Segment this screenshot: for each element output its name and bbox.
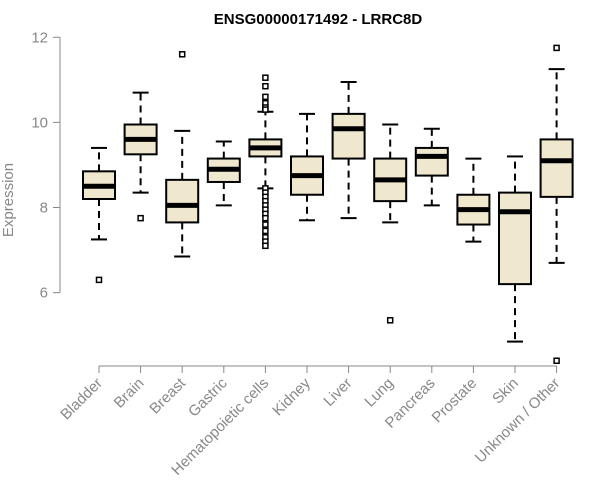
x-tick-label: Skin	[489, 375, 522, 408]
box-bladder	[82, 146, 116, 284]
x-tick-label: Bladder	[57, 375, 106, 424]
outlier-point	[137, 214, 144, 222]
outlier-point	[178, 51, 186, 58]
outlier-point	[262, 242, 269, 250]
outlier-point	[262, 82, 269, 90]
box-kidney	[290, 112, 324, 222]
y-tick-label: 6	[40, 285, 48, 302]
box-skin	[498, 155, 532, 343]
iqr-box	[414, 146, 449, 177]
x-tick-label: Kidney	[269, 374, 314, 419]
iqr-box	[165, 178, 200, 224]
outlier-point	[553, 357, 560, 364]
y-tick-label: 12	[31, 29, 48, 46]
x-tick-label: Brain	[111, 375, 148, 412]
x-tick-label: Prostate	[429, 375, 481, 427]
iqr-box	[498, 191, 532, 286]
y-axis-label: Expression	[0, 163, 17, 237]
box-breast	[165, 51, 200, 258]
outlier-point	[262, 221, 269, 228]
y-tick-label: 8	[40, 200, 48, 217]
x-tick-label: Liver	[320, 375, 355, 410]
box-hematopoietic-cells	[248, 74, 283, 250]
outlier-point	[262, 214, 269, 222]
box-liver	[331, 80, 366, 220]
iqr-box	[539, 138, 574, 198]
outlier-point	[95, 276, 103, 284]
box-prostate	[456, 157, 491, 243]
iqr-box	[331, 112, 366, 160]
box-gastric	[206, 140, 241, 207]
chart-title: ENSG00000171492 - LRRC8D	[214, 11, 423, 28]
boxes-group	[82, 44, 574, 364]
x-tick-label: Lung	[361, 375, 397, 411]
outlier-point	[262, 93, 269, 101]
outlier-point	[262, 106, 269, 113]
x-tick-label: Breast	[146, 374, 189, 417]
outlier-point	[262, 74, 269, 81]
y-axis: 6 8 10 12	[31, 29, 61, 302]
y-tick-label: 10	[31, 114, 48, 131]
box-pancreas	[414, 127, 449, 207]
box-unknown-other	[539, 44, 574, 364]
outlier-point	[553, 44, 560, 52]
box-brain	[123, 91, 158, 222]
outlier-point	[262, 227, 269, 235]
outlier-point	[386, 317, 394, 324]
box-lung	[373, 123, 408, 324]
